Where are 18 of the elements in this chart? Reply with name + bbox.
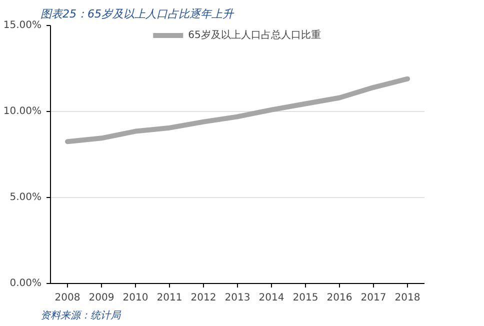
x-tick-label: 2009	[88, 292, 114, 304]
x-tick-label: 2012	[190, 292, 216, 304]
x-tick-label: 2015	[292, 292, 318, 304]
y-tick-label: 10.00%	[3, 106, 42, 117]
x-tick-label: 2016	[326, 292, 352, 304]
x-tick-label: 2014	[258, 292, 284, 304]
y-tick-label: 5.00%	[10, 192, 42, 203]
x-tick-label: 2011	[156, 292, 182, 304]
x-tick-label: 2008	[54, 292, 80, 304]
x-tick-label: 2018	[394, 292, 420, 304]
x-tick-label: 2013	[224, 292, 250, 304]
y-tick-label: 15.00%	[3, 20, 42, 31]
legend-label: 65岁及以上人口占总人口比重	[188, 28, 321, 42]
text: 资料来源：统计局	[40, 310, 122, 322]
x-tick-label: 2010	[122, 292, 148, 304]
chart-title: 图表25：65岁及以上人口占比逐年上升	[40, 8, 234, 20]
y-tick-label: 0.00%	[10, 278, 42, 289]
x-tick-label: 2017	[360, 292, 386, 304]
